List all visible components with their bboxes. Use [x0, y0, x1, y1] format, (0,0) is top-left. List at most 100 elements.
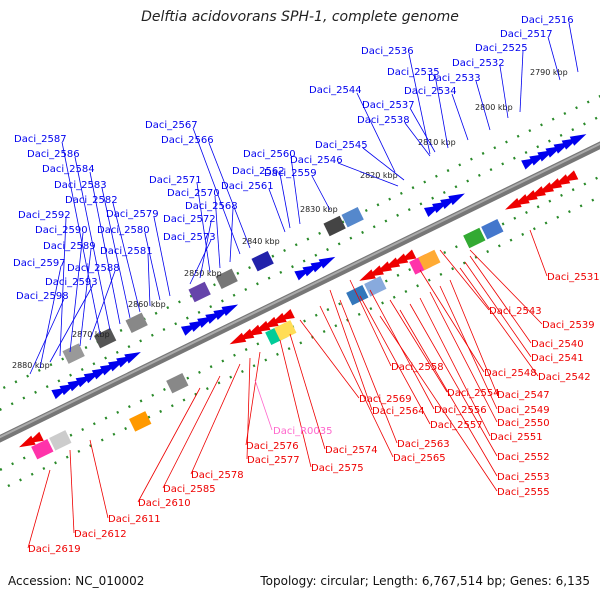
forward-gene-label: Daci_2568	[185, 201, 238, 212]
forward-leader-line	[268, 188, 286, 233]
forward-gene-label: Daci_2536	[361, 46, 414, 57]
backbone-line	[0, 141, 600, 443]
forward-leader-line	[29, 298, 65, 375]
reverse-gene-arrow-14	[391, 253, 409, 266]
tick-label: 2880 kbp	[12, 361, 50, 370]
reverse-gene-arrow-7	[262, 316, 279, 329]
reverse-leader-line	[299, 319, 360, 399]
feature-block-19	[31, 438, 54, 460]
feature-block-4	[188, 281, 211, 303]
forward-gene-label: Daci_2570	[167, 188, 220, 199]
tick-label: 2810 kbp	[418, 138, 456, 147]
forward-gene-label: Daci_2593	[45, 277, 98, 288]
reverse-gene-label: Daci_2565	[393, 453, 446, 464]
forward-leader-line	[101, 187, 131, 319]
feature-block-3	[125, 312, 148, 334]
tick-label: 2870 kbp	[72, 330, 110, 339]
forward-gene-label: Daci_2566	[161, 135, 214, 146]
rna-gene-label: Daci_R0035	[273, 426, 333, 437]
feature-block-13	[364, 276, 387, 297]
reverse-gene-label: Daci_2574	[325, 445, 378, 456]
reverse-gene-label: Daci_2550	[497, 418, 550, 429]
reverse-leader-line	[529, 229, 548, 277]
forward-leader-line	[214, 195, 221, 269]
reverse-gene-arrow-22	[553, 174, 571, 186]
forward-gene-label: Daci_2590	[35, 225, 88, 236]
forward-leader-line	[409, 107, 436, 153]
reverse-gene-label: Daci_2610	[138, 498, 191, 509]
reverse-gene-arrow-3	[229, 332, 247, 345]
reverse-leader-line	[459, 267, 539, 377]
feature-block-6	[251, 250, 274, 272]
reverse-gene-label: Daci_2576	[246, 441, 299, 452]
reverse-leader-line	[319, 305, 394, 458]
forward-gene-label: Daci_2561	[221, 181, 274, 192]
reverse-gene-label: Daci_2558	[391, 362, 444, 373]
forward-gene-label: Daci_2559	[264, 168, 317, 179]
forward-leader-line	[547, 36, 561, 81]
reverse-gene-label: Daci_2549	[497, 405, 550, 416]
forward-leader-line	[79, 248, 92, 347]
reverse-gene-arrow-1	[19, 435, 36, 448]
reverse-gene-label: Daci_2542	[538, 372, 591, 383]
forward-gene-label: Daci_2535	[387, 67, 440, 78]
forward-gene-label: Daci_2533	[428, 73, 481, 84]
reverse-gene-label: Daci_2585	[163, 484, 216, 495]
forward-leader-line	[199, 221, 212, 279]
reverse-leader-line	[439, 285, 498, 410]
forward-leader-line	[89, 171, 121, 325]
forward-gene-label: Daci_2573	[163, 232, 216, 243]
forward-leader-line	[356, 92, 396, 173]
tick-label: 2850 kbp	[184, 269, 222, 278]
forward-gene-arrow-20	[318, 256, 336, 269]
reverse-gene-label: Daci_2531	[547, 272, 600, 283]
reverse-gene-label: Daci_2541	[531, 353, 584, 364]
forward-gene-label: Daci_2572	[163, 214, 216, 225]
reverse-gene-arrow-4	[237, 328, 255, 341]
forward-leader-line	[189, 239, 212, 285]
forward-leader-line	[519, 50, 524, 113]
reverse-gene-label: Daci_2548	[484, 368, 537, 379]
forward-gene-label: Daci_2544	[309, 85, 362, 96]
reverse-gene-arrow-20	[537, 182, 555, 194]
forward-leader-line	[451, 93, 469, 141]
reverse-leader-line	[439, 249, 490, 311]
forward-leader-line	[475, 80, 491, 131]
reverse-gene-label: Daci_2575	[311, 463, 364, 474]
forward-gene-label: Daci_2517	[500, 29, 553, 40]
reverse-leader-line	[409, 303, 498, 457]
forward-leader-line	[290, 156, 301, 225]
reverse-gene-label: Daci_2543	[489, 306, 542, 317]
forward-gene-label: Daci_2545	[315, 140, 368, 151]
tick-label: 2860 kbp	[128, 300, 166, 309]
forward-leader-line	[362, 147, 405, 181]
reverse-gene-arrow-16	[505, 198, 522, 210]
reverse-gene-label: Daci_2577	[247, 455, 300, 466]
topology-label: Topology: circular; Length: 6,767,514 bp…	[260, 574, 590, 588]
reverse-leader-line	[246, 357, 251, 460]
reverse-gene-arrow-11	[367, 265, 384, 277]
forward-leader-line	[337, 162, 399, 187]
forward-gene-arrow-31	[569, 134, 587, 146]
reverse-leader-line	[449, 279, 498, 395]
feature-block-1	[62, 343, 85, 364]
reverse-gene-label: Daci_2547	[497, 390, 550, 401]
feature-block-18	[49, 430, 72, 451]
feature-block-2	[93, 327, 117, 349]
reverse-gene-arrow-21	[545, 178, 563, 190]
reverse-gene-arrow-17	[513, 194, 530, 206]
reverse-leader-line	[419, 269, 485, 373]
forward-leader-line	[112, 202, 141, 313]
reverse-leader-line	[469, 255, 532, 344]
forward-gene-arrow-10	[124, 351, 141, 364]
tick-label: 2790 kbp	[530, 68, 568, 77]
forward-gene-label: Daci_2560	[243, 149, 296, 160]
rna-leader-line	[254, 379, 273, 431]
forward-leader-line	[59, 217, 67, 357]
forward-gene-label: Daci_2582	[65, 195, 118, 206]
scale-ticks: 2790 kbp 2800 kbp 2810 kbp 2820 kbp 2830 kbp…	[12, 68, 568, 370]
reverse-gene-arrow-19	[529, 186, 546, 198]
forward-gene-label: Daci_2580	[97, 225, 150, 236]
